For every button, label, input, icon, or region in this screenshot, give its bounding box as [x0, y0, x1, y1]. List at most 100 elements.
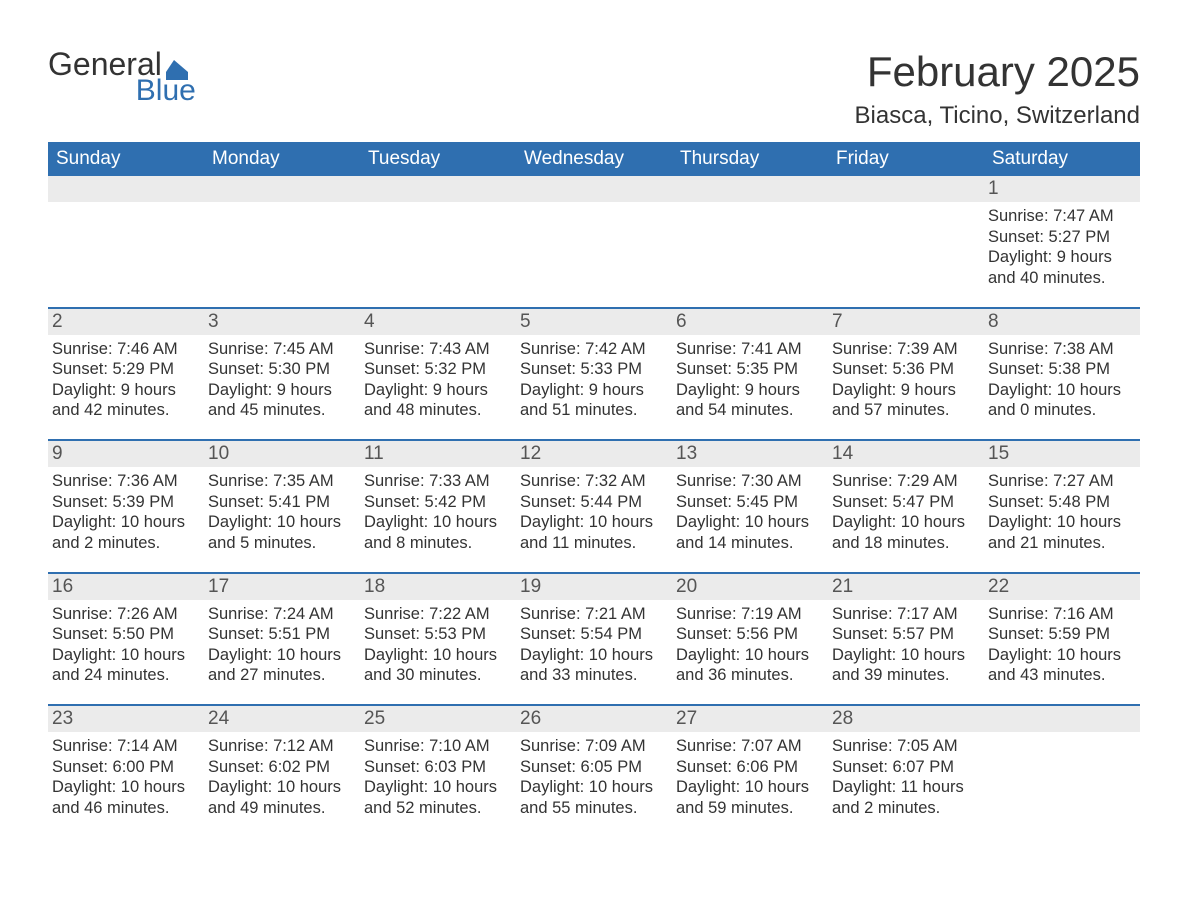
day-number: 12 [520, 443, 541, 464]
cell-body: Sunrise: 7:45 AMSunset: 5:30 PMDaylight:… [208, 339, 352, 422]
daynum-bar [984, 706, 1140, 732]
sunset-text: Sunset: 5:50 PM [52, 624, 196, 645]
daynum-bar: 17 [204, 574, 360, 600]
daylight-text: Daylight: 10 hours and 49 minutes. [208, 777, 352, 818]
page-header: General Blue February 2025 Biasca, Ticin… [48, 48, 1140, 130]
day-number: 15 [988, 443, 1009, 464]
daynum-bar: 16 [48, 574, 204, 600]
sunrise-text: Sunrise: 7:05 AM [832, 736, 976, 757]
sunrise-text: Sunrise: 7:47 AM [988, 206, 1132, 227]
sunset-text: Sunset: 6:03 PM [364, 757, 508, 778]
daylight-text: Daylight: 9 hours and 48 minutes. [364, 380, 508, 421]
daynum-bar [48, 176, 204, 202]
sunrise-text: Sunrise: 7:32 AM [520, 471, 664, 492]
cell-body: Sunrise: 7:42 AMSunset: 5:33 PMDaylight:… [520, 339, 664, 422]
day-header: Sunday [48, 142, 204, 176]
sunset-text: Sunset: 6:05 PM [520, 757, 664, 778]
calendar-cell: 27 Sunrise: 7:07 AMSunset: 6:06 PMDayligh… [672, 706, 828, 837]
day-number: 13 [676, 443, 697, 464]
sunrise-text: Sunrise: 7:45 AM [208, 339, 352, 360]
calendar-cell-empty [48, 176, 204, 307]
cell-body: Sunrise: 7:16 AMSunset: 5:59 PMDaylight:… [988, 604, 1132, 687]
day-number: 24 [208, 708, 229, 729]
daylight-text: Daylight: 10 hours and 8 minutes. [364, 512, 508, 553]
daylight-text: Daylight: 10 hours and 55 minutes. [520, 777, 664, 818]
calendar-cell: 28Sunrise: 7:05 AMSunset: 6:07 PMDayligh… [828, 706, 984, 837]
cell-body: Sunrise: 7:17 AMSunset: 5:57 PMDaylight:… [832, 604, 976, 687]
sunrise-text: Sunrise: 7:41 AM [676, 339, 820, 360]
calendar-cell: 15Sunrise: 7:27 AMSunset: 5:48 PMDayligh… [984, 441, 1140, 572]
day-number: 21 [832, 576, 853, 597]
sunset-text: Sunset: 5:33 PM [520, 359, 664, 380]
daynum-bar: 10 [204, 441, 360, 467]
calendar-cell: 8Sunrise: 7:38 AMSunset: 5:38 PMDaylight… [984, 309, 1140, 440]
calendar-cell: 13 Sunrise: 7:30 AMSunset: 5:45 PMDayligh… [672, 441, 828, 572]
daynum-bar [828, 176, 984, 202]
cell-body: Sunrise: 7:24 AMSunset: 5:51 PMDaylight:… [208, 604, 352, 687]
calendar-cell-empty [360, 176, 516, 307]
sunset-text: Sunset: 6:02 PM [208, 757, 352, 778]
daynum-bar: 27 [672, 706, 828, 732]
day-number: 17 [208, 576, 229, 597]
day-number: 1 [988, 178, 999, 199]
week-row: 9Sunrise: 7:36 AMSunset: 5:39 PMDaylight… [48, 439, 1140, 572]
day-number: 16 [52, 576, 73, 597]
sunrise-text: Sunrise: 7:42 AM [520, 339, 664, 360]
daynum-bar: 21 [828, 574, 984, 600]
calendar-cell: 11Sunrise: 7:33 AMSunset: 5:42 PMDayligh… [360, 441, 516, 572]
cell-body: Sunrise: 7:07 AMSunset: 6:06 PMDaylight:… [676, 736, 820, 819]
day-number: 2 [52, 311, 63, 332]
calendar-cell-empty [672, 176, 828, 307]
daylight-text: Daylight: 10 hours and 24 minutes. [52, 645, 196, 686]
cell-body: Sunrise: 7:19 AMSunset: 5:56 PMDaylight:… [676, 604, 820, 687]
day-header: Thursday [672, 142, 828, 176]
day-number: 6 [676, 311, 687, 332]
sunrise-text: Sunrise: 7:43 AM [364, 339, 508, 360]
day-number [208, 178, 213, 199]
sunset-text: Sunset: 6:07 PM [832, 757, 976, 778]
daylight-text: Daylight: 10 hours and 46 minutes. [52, 777, 196, 818]
daynum-bar: 2 [48, 309, 204, 335]
calendar-cell: 3Sunrise: 7:45 AMSunset: 5:30 PMDaylight… [204, 309, 360, 440]
daylight-text: Daylight: 9 hours and 45 minutes. [208, 380, 352, 421]
cell-body: Sunrise: 7:30 AMSunset: 5:45 PMDaylight:… [676, 471, 820, 554]
cell-body: Sunrise: 7:39 AMSunset: 5:36 PMDaylight:… [832, 339, 976, 422]
week-row: 2 Sunrise: 7:46 AMSunset: 5:29 PMDaylight… [48, 307, 1140, 440]
daylight-text: Daylight: 10 hours and 59 minutes. [676, 777, 820, 818]
logo-word-2: Blue [48, 76, 198, 106]
sunset-text: Sunset: 5:54 PM [520, 624, 664, 645]
calendar: SundayMondayTuesdayWednesdayThursdayFrid… [48, 142, 1140, 837]
cell-body: Sunrise: 7:21 AMSunset: 5:54 PMDaylight:… [520, 604, 664, 687]
sunrise-text: Sunrise: 7:29 AM [832, 471, 976, 492]
day-number [364, 178, 369, 199]
day-number: 18 [364, 576, 385, 597]
day-header: Monday [204, 142, 360, 176]
day-number: 22 [988, 576, 1009, 597]
week-row: 16Sunrise: 7:26 AMSunset: 5:50 PMDayligh… [48, 572, 1140, 705]
daylight-text: Daylight: 9 hours and 54 minutes. [676, 380, 820, 421]
sunset-text: Sunset: 5:42 PM [364, 492, 508, 513]
cell-body: Sunrise: 7:41 AMSunset: 5:35 PMDaylight:… [676, 339, 820, 422]
cell-body: Sunrise: 7:26 AMSunset: 5:50 PMDaylight:… [52, 604, 196, 687]
month-title: February 2025 [855, 48, 1140, 96]
calendar-cell: 5 Sunrise: 7:42 AMSunset: 5:33 PMDaylight… [516, 309, 672, 440]
calendar-cell: 26Sunrise: 7:09 AMSunset: 6:05 PMDayligh… [516, 706, 672, 837]
daylight-text: Daylight: 10 hours and 2 minutes. [52, 512, 196, 553]
calendar-cell: 4Sunrise: 7:43 AMSunset: 5:32 PMDaylight… [360, 309, 516, 440]
sunset-text: Sunset: 5:39 PM [52, 492, 196, 513]
cell-body: Sunrise: 7:33 AMSunset: 5:42 PMDaylight:… [364, 471, 508, 554]
sunset-text: Sunset: 5:59 PM [988, 624, 1132, 645]
sunset-text: Sunset: 5:51 PM [208, 624, 352, 645]
daynum-bar: 15 [984, 441, 1140, 467]
day-number: 10 [208, 443, 229, 464]
cell-body: Sunrise: 7:35 AMSunset: 5:41 PMDaylight:… [208, 471, 352, 554]
sunset-text: Sunset: 5:47 PM [832, 492, 976, 513]
daynum-bar [672, 176, 828, 202]
sunrise-text: Sunrise: 7:26 AM [52, 604, 196, 625]
cell-body: Sunrise: 7:36 AMSunset: 5:39 PMDaylight:… [52, 471, 196, 554]
daylight-text: Daylight: 10 hours and 33 minutes. [520, 645, 664, 686]
calendar-cell: 6 Sunrise: 7:41 AMSunset: 5:35 PMDaylight… [672, 309, 828, 440]
cell-body: Sunrise: 7:46 AMSunset: 5:29 PMDaylight:… [52, 339, 196, 422]
cell-body: Sunrise: 7:09 AMSunset: 6:05 PMDaylight:… [520, 736, 664, 819]
day-number: 5 [520, 311, 531, 332]
